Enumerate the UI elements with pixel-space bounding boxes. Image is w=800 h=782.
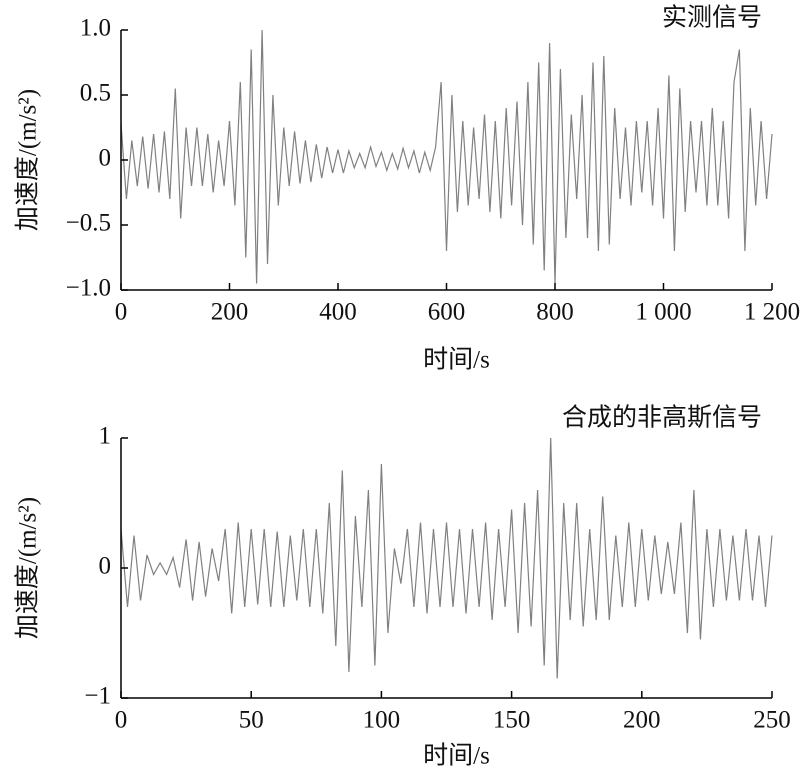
- x-tick-label: 200: [211, 299, 249, 326]
- x-tick-label: 150: [493, 707, 531, 734]
- y-tick-label: −1: [84, 683, 111, 710]
- signal-line: [120, 29, 773, 284]
- y-axis-label: 加速度/(m/s²): [14, 89, 42, 231]
- x-tick-label: 1 000: [635, 299, 691, 326]
- x-tick-label: 200: [623, 707, 661, 734]
- x-tick-label: 400: [319, 299, 357, 326]
- y-tick-label: 1.0: [80, 15, 111, 42]
- y-tick-label: −0.5: [66, 210, 111, 237]
- x-tick-label: 600: [428, 299, 466, 326]
- chart-title: 实测信号: [662, 4, 762, 32]
- y-tick-label: 0: [99, 145, 112, 172]
- y-tick-label: 1: [99, 423, 112, 450]
- x-tick-label: 0: [115, 707, 128, 734]
- y-axis-label: 加速度/(m/s²): [14, 497, 42, 639]
- x-axis-label: 时间/s: [423, 742, 490, 770]
- x-tick-label: 250: [753, 707, 791, 734]
- x-tick-label: 800: [536, 299, 574, 326]
- signal-line: [120, 437, 773, 679]
- y-tick-label: 0: [99, 553, 112, 580]
- x-tick-label: 0: [115, 299, 128, 326]
- x-tick-label: 50: [239, 707, 264, 734]
- x-tick-label: 1 200: [744, 299, 800, 326]
- y-tick-label: −1.0: [66, 275, 111, 302]
- chart-title: 合成的非高斯信号: [562, 404, 762, 432]
- x-axis-label: 时间/s: [423, 346, 490, 374]
- x-tick-label: 100: [363, 707, 401, 734]
- y-tick-label: 0.5: [80, 80, 111, 107]
